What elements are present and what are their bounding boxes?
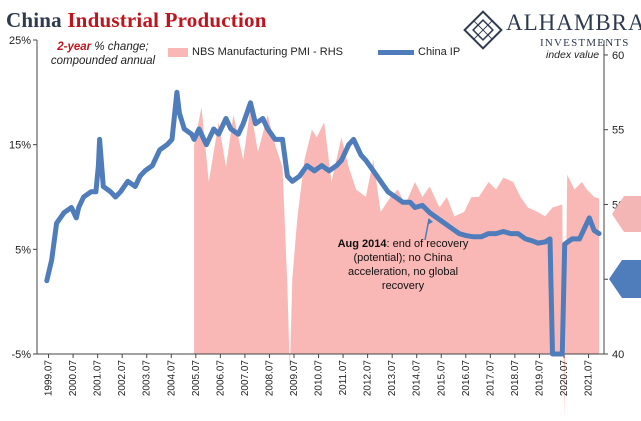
x-tick-label: 2000.07: [68, 360, 79, 397]
annotation-text: : end of recovery (potential); no China …: [347, 238, 469, 292]
china-ip-line: [44, 89, 602, 357]
chart-subtitle: 2-year % change; compounded annual: [44, 40, 162, 68]
right-tick-label: 55: [612, 125, 624, 137]
x-tick-label: 2010.07: [314, 360, 325, 397]
x-tick-label: 2020.07: [559, 360, 570, 397]
annotation-aug-2014: Aug 2014: end of recovery (potential); n…: [333, 237, 473, 293]
x-tick-label: 2014.07: [412, 360, 423, 397]
annotation-pointer: [424, 218, 430, 241]
title-part2: Industrial Production: [67, 8, 267, 32]
legend-pmi-label: NBS Manufacturing PMI - RHS: [192, 46, 343, 58]
brand-name: ALHAMBRA: [506, 10, 641, 35]
left-tick-label: 25%: [9, 35, 31, 47]
x-tick-label: 2007.07: [240, 360, 251, 397]
pmi-area: [194, 107, 600, 419]
left-tick-label: 15%: [9, 140, 31, 152]
brand-tagline: INVESTMENTS: [540, 37, 630, 49]
pmi-arrow-marker: [612, 196, 641, 232]
x-tick-label: 2008.07: [264, 360, 275, 397]
x-tick-label: 2019.07: [534, 360, 545, 397]
x-tick-label: 2011.07: [338, 360, 349, 396]
right-tick-label: 60: [612, 50, 624, 62]
x-tick-label: 2009.07: [289, 360, 300, 397]
x-tick-label: 2012.07: [363, 360, 374, 397]
legend-ip: China IP: [378, 46, 460, 58]
right-axis-note: index value: [546, 49, 600, 61]
ip-arrow-marker: [609, 260, 641, 298]
right-tick-label: 40: [612, 349, 624, 361]
x-tick-label: 2003.07: [142, 360, 153, 397]
legend-pmi: NBS Manufacturing PMI - RHS: [168, 46, 343, 58]
x-tick-label: 1999.07: [44, 360, 55, 397]
annotation-bold: Aug 2014: [337, 238, 387, 250]
legend-ip-swatch: [378, 49, 414, 55]
x-tick-label: 2016.07: [461, 360, 472, 397]
x-tick-label: 2001.07: [93, 360, 104, 397]
left-tick-label: 5%: [15, 244, 31, 256]
annotation-arrowhead: [428, 218, 434, 225]
x-tick-label: 2017.07: [485, 360, 496, 397]
x-tick-label: 2015.07: [436, 360, 447, 397]
subtitle-red: 2-year: [57, 41, 92, 53]
brand-logo: ALHAMBRA INVESTMENTS: [463, 6, 641, 64]
legend-pmi-swatch: [168, 47, 188, 57]
x-tick-label: 2018.07: [510, 360, 521, 397]
chart-title: China Industrial Production: [6, 8, 267, 33]
left-tick-label: -5%: [11, 349, 31, 361]
x-tick-label: 2013.07: [387, 360, 398, 397]
x-tick-label: 2006.07: [215, 360, 226, 397]
legend-ip-label: China IP: [418, 46, 461, 58]
x-tick-label: 2004.07: [166, 360, 177, 397]
x-tick-label: 2005.07: [191, 360, 202, 397]
logo-diamond-icon: [463, 10, 503, 50]
x-tick-label: 2021.07: [584, 360, 595, 397]
subtitle-rest: % change; compounded annual: [50, 41, 156, 67]
title-part1: China: [6, 8, 62, 32]
x-tick-label: 2002.07: [117, 360, 128, 397]
